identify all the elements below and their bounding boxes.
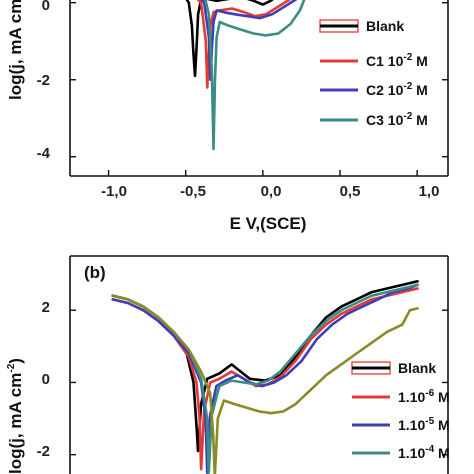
chart-a-ytick-label: -4 [37,145,51,162]
chart-a-xtick-label: -1,0 [101,183,127,200]
chart-b-plot-area [111,279,419,474]
chart-b-legend-label-1e-4: 1.10-4 M [398,444,450,461]
chart-a-legend-label-c2: C2 10-2 M [366,81,428,98]
chart-b-legend-label-blank: Blank [398,360,436,376]
chart-b-ytick-label: 2 [42,299,50,316]
chart-a-ticks [70,2,448,176]
chart-a-legend-label-c3: C3 10-2 M [366,111,428,128]
chart-b-panel-label: (b) [84,263,106,282]
chart-a-xtick-label: 0,0 [261,183,282,200]
chart-a-ytick-label: -2 [37,72,50,89]
chart-a-series-line-0 [185,0,274,78]
chart-a-x-axis-label: E V,(SCE) [230,214,307,233]
chart-a-series-line-3 [204,0,306,151]
chart-b-series-line-2 [111,283,419,474]
chart-a-y-axis-label: log(j, mA cm [6,0,25,100]
chart-b-ytick-label: -2 [37,443,50,460]
chart-b-ytick-label: 0 [42,371,50,388]
chart-a: 0 -2 -4 -1,0 -0,5 0,0 0,5 1,0 E V,(SCE) … [6,0,449,233]
chart-a-plot-area [185,0,306,151]
chart-b-ticks [70,309,448,456]
chart-b-legend-label-1e-6: 1.10-6 M [398,388,450,405]
chart-b-series-line-3 [111,283,419,474]
chart-a-xtick-label: 1,0 [419,183,440,200]
chart-a-xtick-label: -0,5 [180,183,206,200]
chart-b-legend-label-1e-5: 1.10-5 M [398,416,450,433]
chart-b-series-line-4 [111,294,419,474]
chart-b-series-line-1 [111,287,419,471]
chart-b-legend: Blank 1.10-6 M 1.10-5 M 1.10-4 M [351,360,450,461]
chart-b: (b) 2 0 -2 log(j, mA cm-2) Blank 1.10-6 … [6,255,450,474]
chart-a-legend-label-c1: C1 10-2 M [366,52,428,69]
chart-a-legend: Blank C1 10-2 M C2 10-2 M C3 10-2 M [319,18,428,128]
chart-a-ytick-label: 0 [42,0,50,14]
chart-a-legend-label-blank: Blank [366,18,404,34]
chart-a-series-line-2 [200,0,298,81]
chart-b-y-axis-label: log(j, mA cm-2) [6,358,25,474]
chart-a-xtick-label: 0,5 [340,183,361,200]
